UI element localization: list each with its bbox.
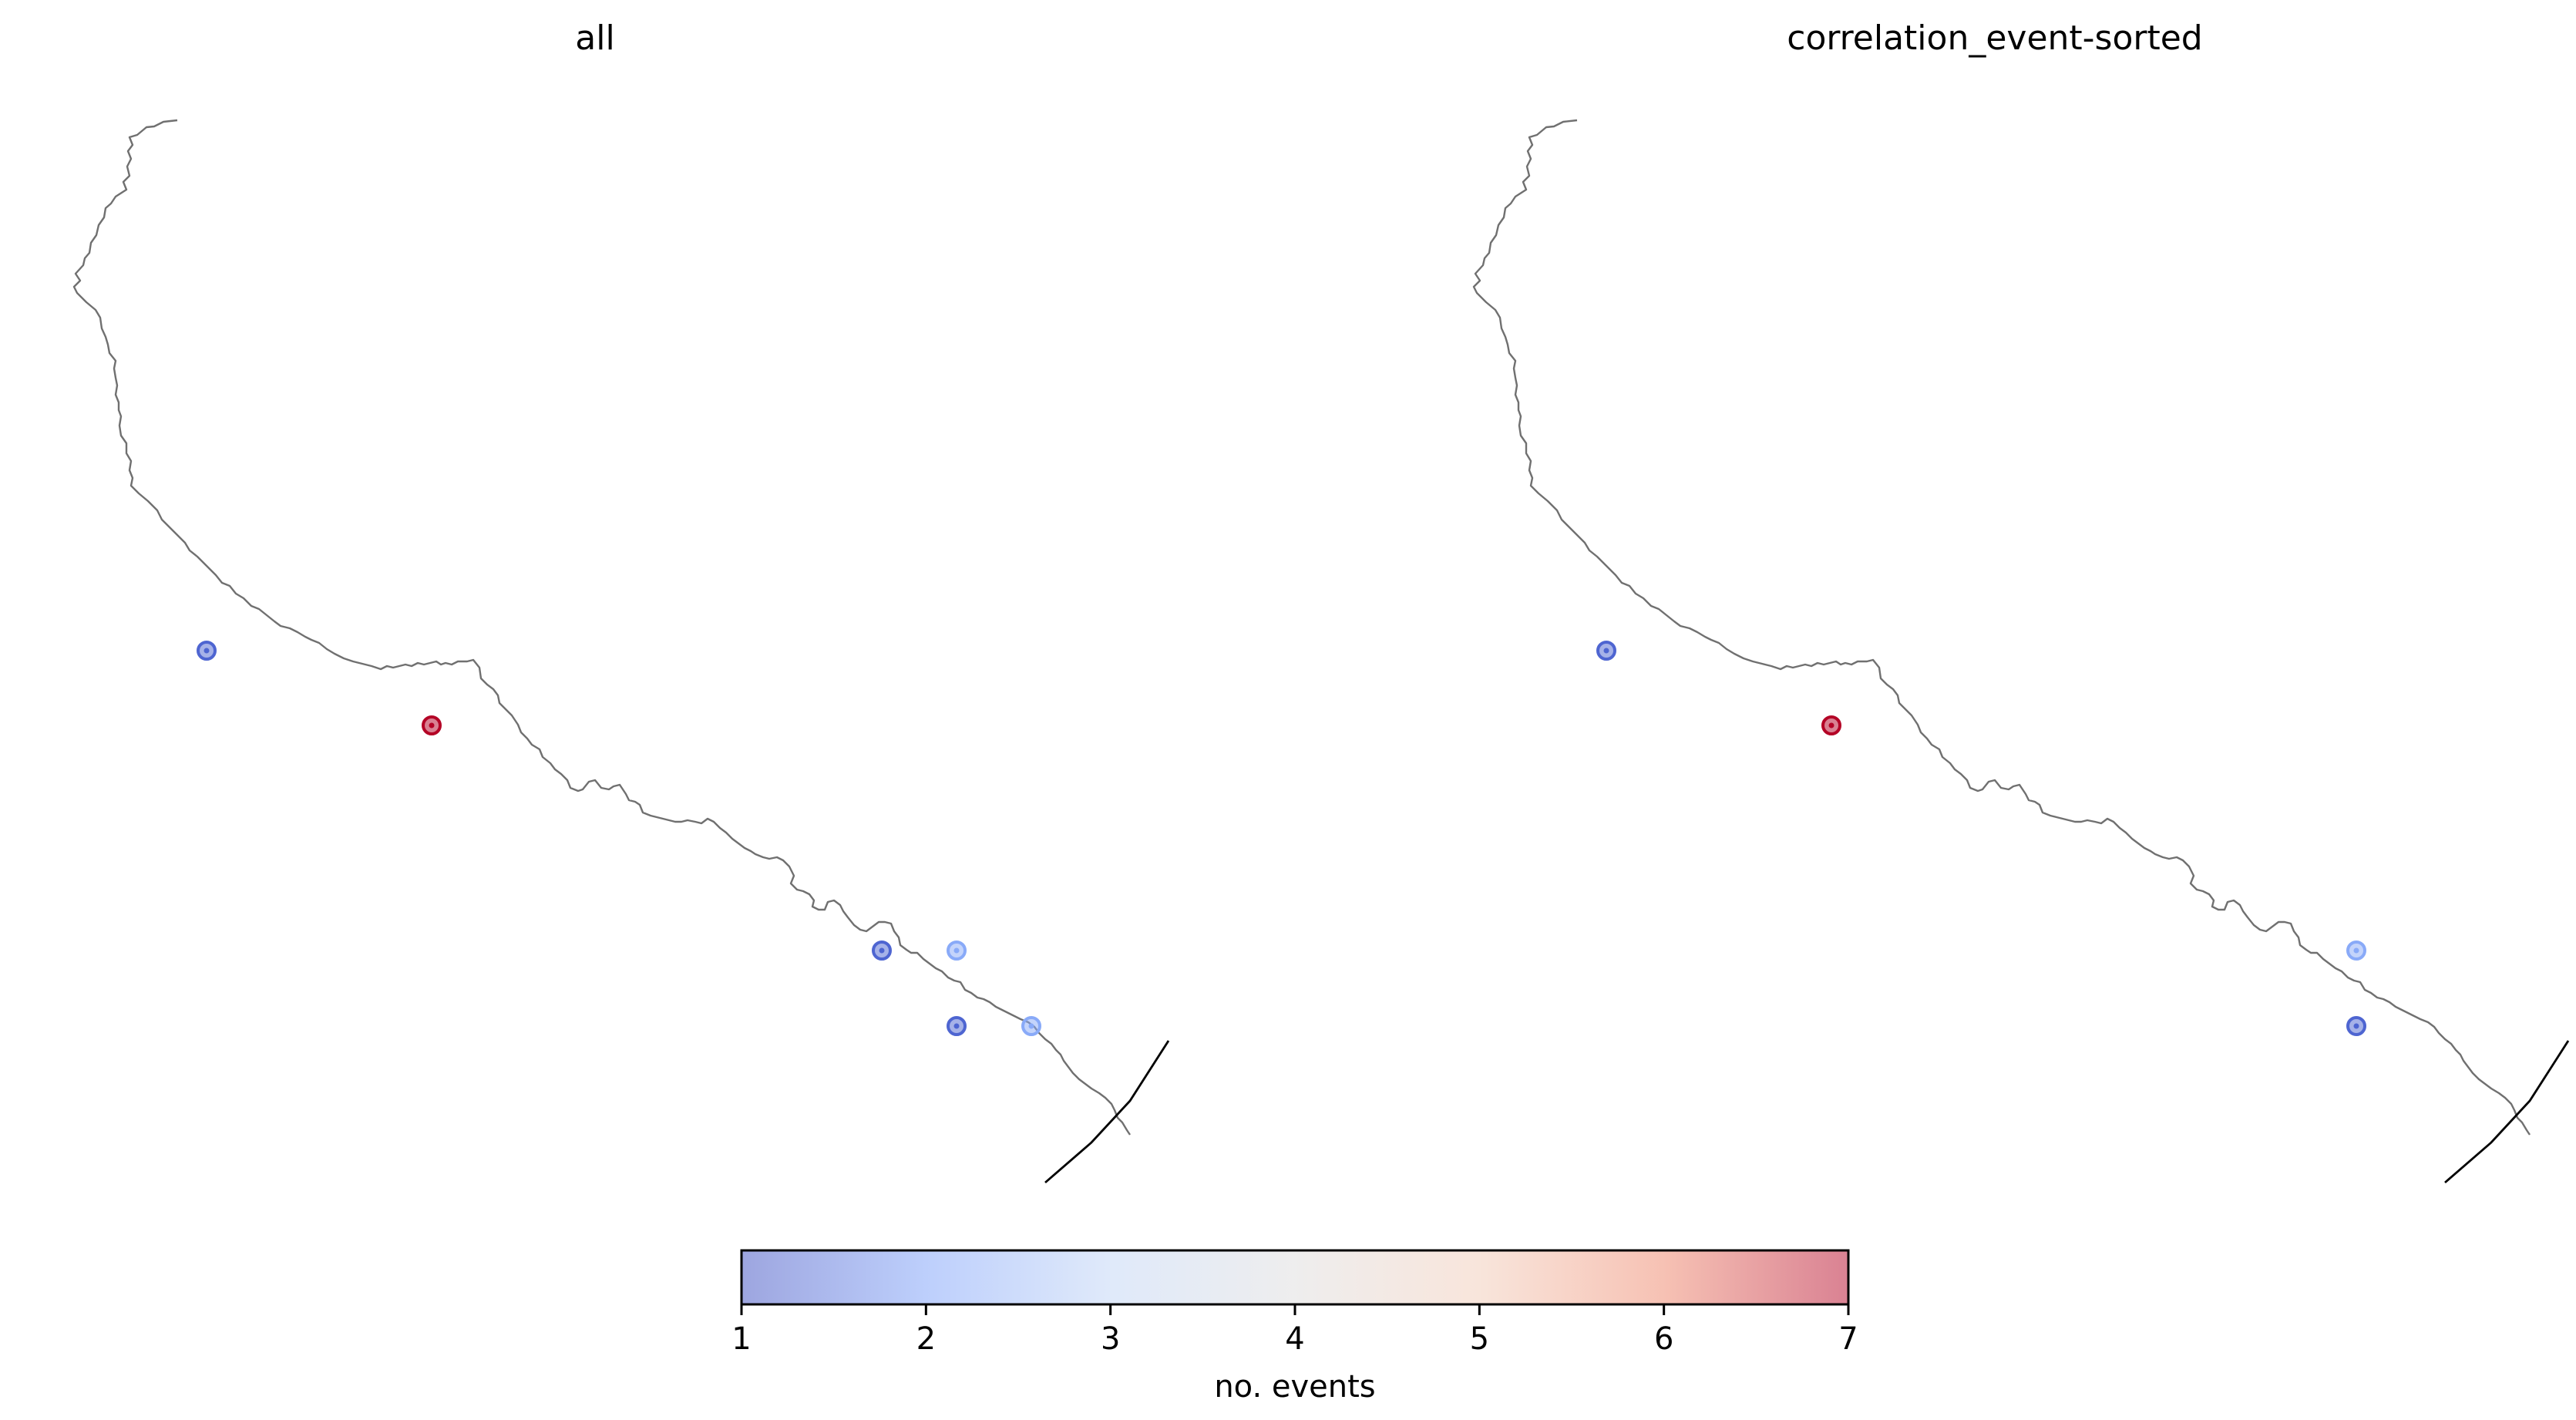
colorbar: 1 2 3 4 5 6 7 no. events (731, 1249, 1858, 1405)
panel-title-all: all (575, 19, 614, 58)
river-line-all (72, 119, 1132, 1136)
colorbar-tick-label: 2 (916, 1321, 936, 1357)
panel-correlation-event-sorted: correlation_event-sorted (1472, 19, 2570, 1184)
colorbar-tick-label: 1 (731, 1321, 751, 1357)
colorbar-tick-label: 5 (1470, 1321, 1489, 1357)
event-point-center (203, 648, 210, 654)
border-line-all (1044, 1040, 1170, 1184)
border-line-correlation-event-sorted (2444, 1040, 2570, 1184)
event-point-center (1603, 648, 1609, 654)
panel-all: all (72, 19, 1170, 1184)
colorbar-tick-label: 7 (1838, 1321, 1858, 1357)
colorbar-tick-label: 3 (1101, 1321, 1120, 1357)
colorbar-tick-label: 4 (1285, 1321, 1304, 1357)
colorbar-ticks: 1 2 3 4 5 6 7 (731, 1304, 1858, 1357)
event-point-center (953, 1023, 960, 1029)
event-point-center (1828, 722, 1834, 729)
event-point-center (429, 722, 435, 729)
map-correlation-event-sorted (1472, 119, 2570, 1184)
panel-title-correlation-event-sorted: correlation_event-sorted (1787, 19, 2202, 58)
event-points-all (197, 641, 1041, 1036)
river-line-correlation-event-sorted (1472, 119, 2531, 1136)
event-point-center (879, 947, 885, 954)
event-point-center (2353, 1023, 2359, 1029)
colorbar-gradient (740, 1249, 1850, 1306)
event-points-correlation-event-sorted (1596, 641, 2366, 1036)
event-point-center (953, 947, 960, 954)
event-point-center (1028, 1023, 1034, 1029)
map-all (72, 119, 1170, 1184)
colorbar-tick-label: 6 (1654, 1321, 1673, 1357)
colorbar-label: no. events (1214, 1369, 1375, 1405)
event-point-center (2353, 947, 2359, 954)
